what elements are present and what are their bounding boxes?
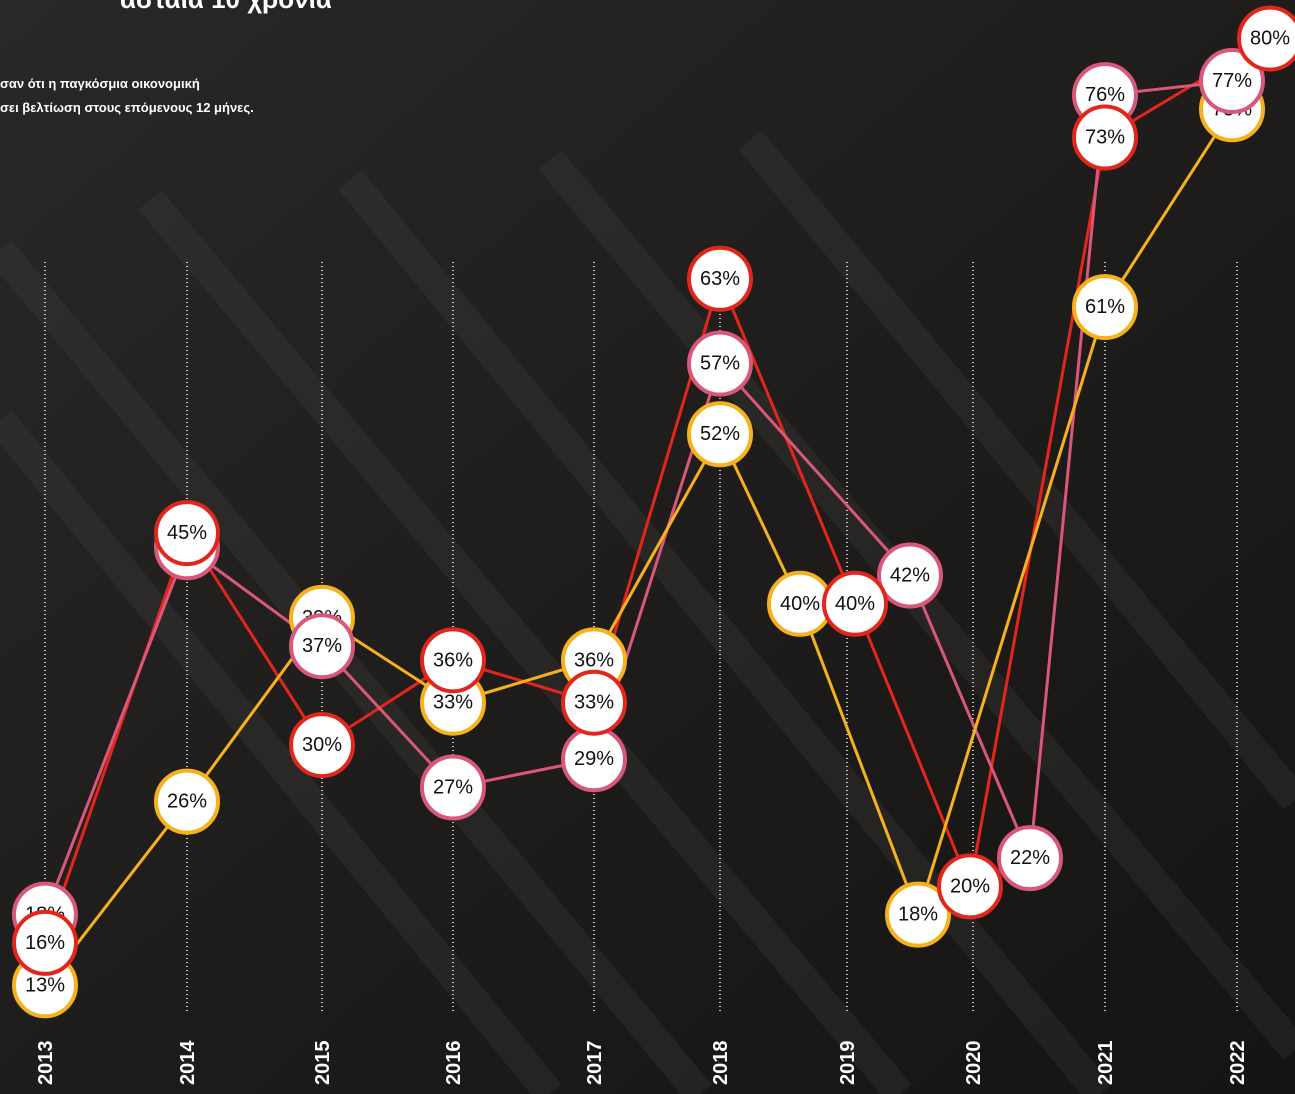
x-tick-label: 2013 xyxy=(35,1041,57,1086)
point xyxy=(1199,47,1265,114)
data-label: 16% xyxy=(25,932,65,954)
point xyxy=(154,768,220,835)
x-tick-label: 2016 xyxy=(443,1041,465,1086)
x-tick-label: 2019 xyxy=(837,1041,859,1086)
data-label: 26% xyxy=(167,791,207,813)
data-label: 80% xyxy=(1250,28,1290,50)
x-tick-label: 2021 xyxy=(1095,1041,1117,1086)
point xyxy=(1072,274,1138,341)
point xyxy=(687,245,753,312)
data-label: 37% xyxy=(302,635,342,657)
subtitle: σει βελτίωση στους επόμενους 12 μήνες. xyxy=(0,100,254,115)
data-label: 45% xyxy=(167,522,207,544)
point xyxy=(687,330,753,397)
point xyxy=(12,909,78,976)
point xyxy=(289,613,355,680)
data-label: 42% xyxy=(890,565,930,587)
series-line xyxy=(43,108,1234,987)
series-line xyxy=(43,79,1233,916)
data-label: 40% xyxy=(780,593,820,615)
data-label: 63% xyxy=(700,268,740,290)
background-stripes xyxy=(0,130,1295,1094)
point xyxy=(1237,5,1295,72)
point xyxy=(997,825,1063,892)
data-label: 30% xyxy=(302,734,342,756)
data-label: 20% xyxy=(950,875,990,897)
x-tick-label: 2015 xyxy=(312,1041,334,1086)
point xyxy=(154,500,220,567)
point xyxy=(885,881,951,948)
data-label: 52% xyxy=(700,423,740,445)
point xyxy=(822,570,888,637)
point xyxy=(289,712,355,779)
data-label: 73% xyxy=(1085,127,1125,149)
subtitle: σαν ότι η παγκόσμια οικονομική xyxy=(0,76,200,91)
point xyxy=(561,669,627,736)
x-tick-label: 2017 xyxy=(584,1041,606,1086)
data-label: 22% xyxy=(1010,847,1050,869)
point xyxy=(420,627,486,694)
data-label: 27% xyxy=(433,776,473,798)
series-line xyxy=(43,37,1271,944)
data-label: 36% xyxy=(433,649,473,671)
x-tick-label: 2018 xyxy=(710,1041,732,1086)
data-label: 40% xyxy=(835,593,875,615)
data-label: 13% xyxy=(25,974,65,996)
x-tick-label: 2022 xyxy=(1227,1041,1249,1086)
point xyxy=(1072,104,1138,171)
data-label: 18% xyxy=(898,904,938,926)
point xyxy=(687,401,753,468)
data-label: 29% xyxy=(574,748,614,770)
point xyxy=(937,853,1003,920)
data-label: 76% xyxy=(1085,84,1125,106)
data-label: 36% xyxy=(574,649,614,671)
chart-title: ασταία 10 χρόνια xyxy=(120,0,332,14)
data-label: 57% xyxy=(700,353,740,375)
data-label: 33% xyxy=(433,692,473,714)
data-label: 61% xyxy=(1085,296,1125,318)
point xyxy=(877,542,943,609)
x-tick-label: 2014 xyxy=(177,1040,199,1085)
data-label: 33% xyxy=(574,692,614,714)
data-label: 77% xyxy=(1212,70,1252,92)
x-tick-label: 2020 xyxy=(963,1041,985,1086)
point xyxy=(420,754,486,821)
